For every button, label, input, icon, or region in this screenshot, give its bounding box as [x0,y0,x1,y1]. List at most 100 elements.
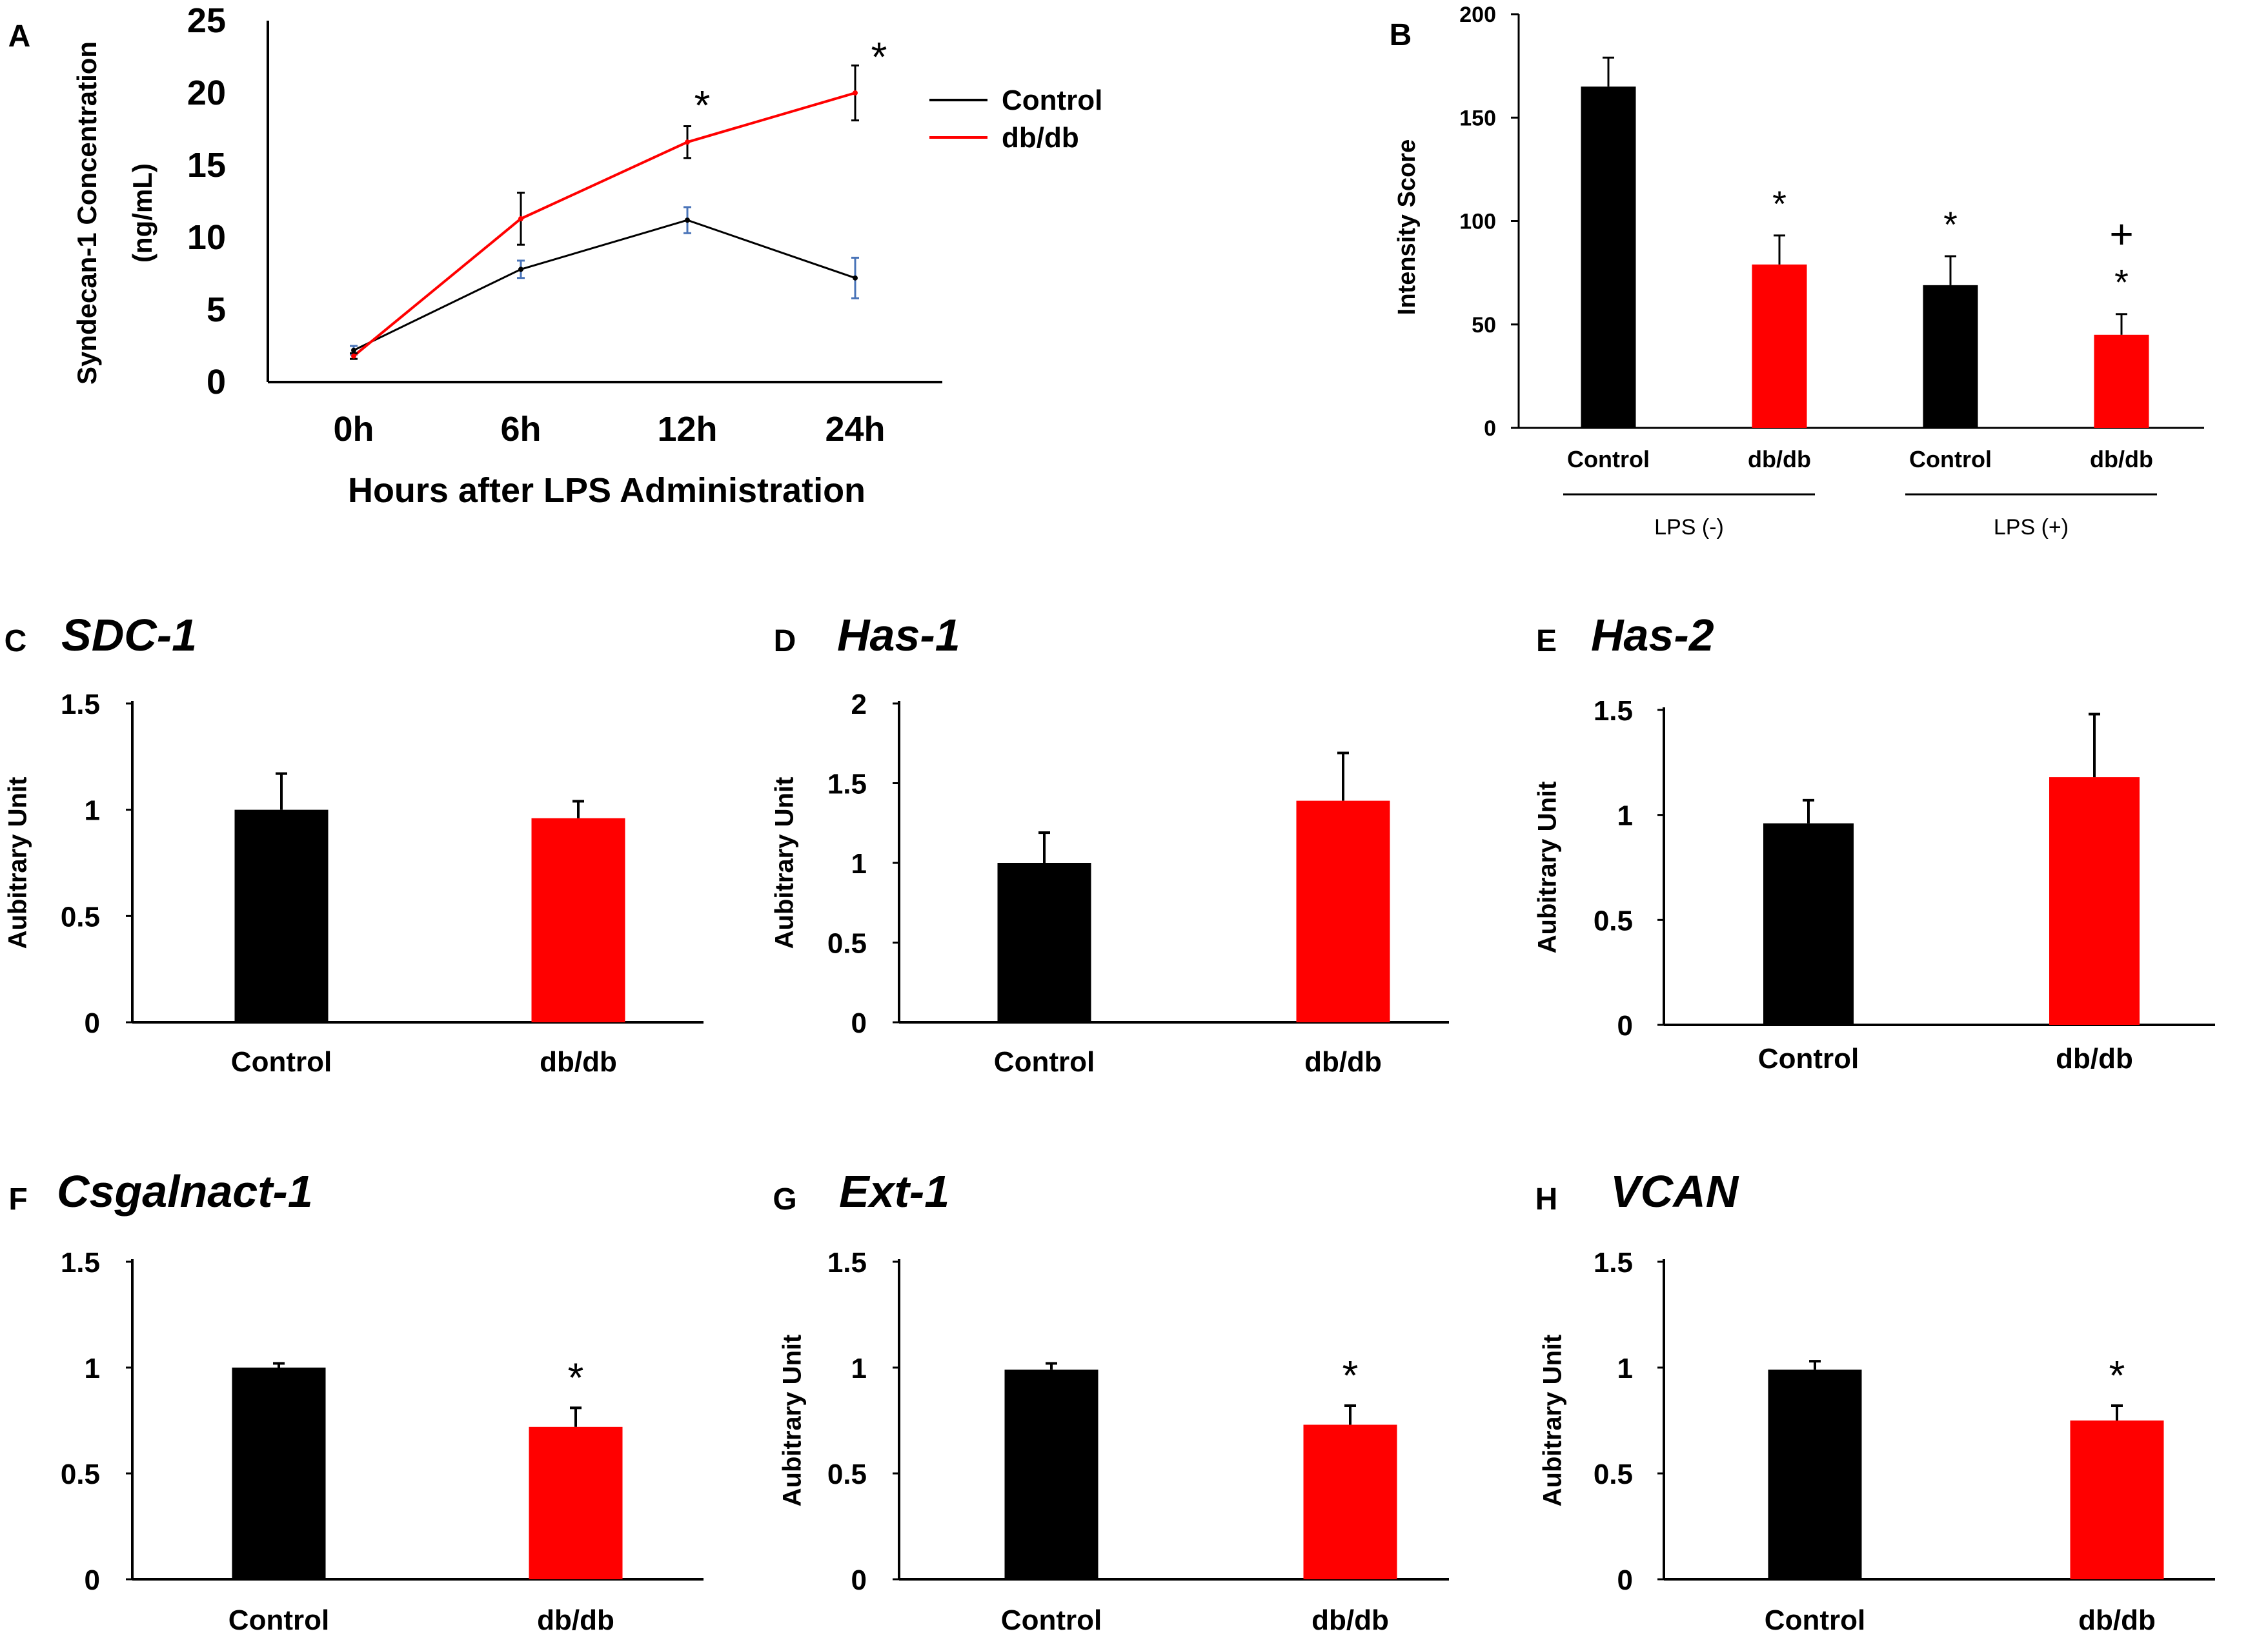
x-category-label: 0h [333,410,374,449]
bar-dbdb [529,1426,623,1579]
line-control [353,219,856,352]
bar-dbdb [2094,334,2149,428]
y-tick-label: 1.5 [1594,1247,1633,1279]
data-point [853,90,858,96]
y-tick-label: 100 [1459,210,1496,234]
y-tick-label: 0.5 [1594,905,1633,936]
y-tick-label: 0.5 [61,1459,100,1490]
y-axis-label: Aubitrary Unit [771,777,799,949]
y-tick-label: 10 [187,218,226,257]
x-category-label: Control [1001,1604,1102,1636]
y-axis-label: Aubitrary Unit [1534,782,1562,954]
y-axis-unit: (ng/mL) [127,163,157,263]
x-category-label: 12h [657,410,717,449]
y-axis-label: Aubitrary Unit [4,777,32,949]
data-point [685,217,690,223]
y-tick-label: 2 [851,689,867,720]
y-tick-label: 0 [1617,1564,1633,1596]
panel-letter: D [774,624,796,658]
x-category-label: db/db [2090,446,2153,472]
significance-mark: * [871,34,887,80]
significance-mark: * [1943,204,1958,245]
panel-g: G Ext-1 0 0.5 1 1.5 Aubitrary Unit Control db/db… [773,1166,1449,1636]
group-label: LPS (-) [1654,515,1724,540]
y-tick-label: 20 [187,74,226,112]
line-dbdb [352,92,856,358]
bar-control [1763,823,1854,1025]
y-tick-label: 0.5 [61,901,100,933]
data-point [518,267,523,272]
panel-title: VCAN [1610,1166,1739,1217]
bar-control [232,1368,326,1579]
panel-letter: B [1390,18,1412,52]
y-tick-label: 0 [851,1007,867,1039]
x-category-label: 24h [825,410,885,449]
panel-e: E Has-2 0 0.5 1 1.5 Aubitrary Unit Control db/db [1534,610,2215,1075]
panel-h: H VCAN 0 0.5 1 1.5 Aubitrary Unit Control db/db * [1535,1166,2215,1636]
panel-title: Has-2 [1591,610,1714,660]
x-category-label: 6h [500,410,541,449]
bar-control [997,863,1091,1022]
y-tick-label: 1.5 [827,769,867,800]
x-category-label: db/db [1748,446,1811,472]
y-tick-label: 1 [85,1353,100,1384]
bar-dbdb [2070,1421,2164,1579]
y-tick-label: 0 [207,363,226,401]
panel-letter: A [8,19,31,54]
data-point [351,347,356,353]
x-category-label: Control [994,1046,1095,1078]
panel-d: D Has-1 0 0.5 1 1.5 2 Aubitrary Unit Control db/d… [771,610,1449,1078]
y-tick-label: 50 [1472,313,1496,338]
x-category-label: db/db [540,1046,617,1078]
y-tick-label: 1 [851,1353,867,1384]
y-tick-label: 0.5 [827,1459,867,1490]
y-tick-label: 0.5 [827,928,867,960]
bar-control [1581,86,1636,429]
y-tick-label: 15 [187,146,226,185]
panel-title: Csgalnact-1 [57,1166,313,1217]
group-label: LPS (+) [1994,515,2069,540]
x-category-label: Control [228,1604,329,1636]
y-tick-label: 1 [1617,800,1633,832]
panel-f: F Csgalnact-1 0 0.5 1 1.5 Control db/db * [8,1166,704,1636]
panel-letter: E [1536,624,1557,658]
bar-dbdb [1303,1424,1397,1579]
bar-dbdb [2049,777,2140,1025]
panel-letter: C [5,624,27,658]
panel-title: Has-1 [837,610,960,660]
x-axis-label: Hours after LPS Administration [348,471,866,510]
y-axis-label: Aubitrary Unit [778,1335,807,1507]
x-category-label: Control [231,1046,332,1078]
y-tick-label: 0 [85,1007,100,1039]
data-point [351,353,356,359]
y-tick-label: 1.5 [1594,695,1633,727]
panel-letter: H [1535,1182,1558,1217]
panel-title: Ext-1 [839,1166,949,1217]
significance-mark: * [1342,1352,1359,1399]
y-tick-label: 150 [1459,106,1496,130]
y-tick-label: 200 [1459,3,1496,27]
panel-c: C SDC-1 0 0.5 1 1.5 Aubitrary Unit Control db/db [4,610,704,1078]
x-category-label: db/db [1311,1604,1389,1636]
bar-control [234,809,329,1022]
y-axis-label: Aubitrary Unit [1539,1335,1567,1507]
bar-dbdb [1296,800,1390,1022]
y-tick-label: 0 [851,1564,867,1596]
y-tick-label: 0 [85,1564,100,1596]
x-category-label: Control [1567,446,1650,472]
bar-control [1004,1370,1099,1579]
bar-dbdb [1752,264,1807,428]
significance-mark: * [568,1354,584,1400]
y-tick-label: 5 [207,290,226,329]
y-tick-label: 0 [1484,416,1496,441]
significance-mark: * [2109,1352,2125,1399]
y-tick-label: 1.5 [61,1247,100,1279]
significance-mark: + [2109,211,2133,258]
significance-mark: * [2114,262,2129,303]
data-point [853,275,858,281]
y-tick-label: 1 [851,848,867,880]
legend-label-control: Control [1002,85,1102,116]
x-category-label: Control [1765,1604,1865,1636]
y-tick-label: 25 [187,1,226,40]
